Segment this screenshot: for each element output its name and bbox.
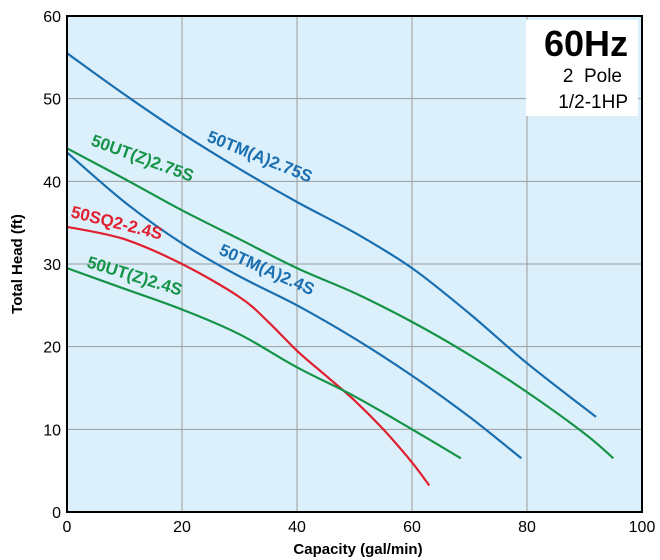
info-box: 60Hz 2 Pole 1/2-1HP — [526, 20, 638, 116]
y-tick-labels: 0 10 20 30 40 50 60 — [43, 9, 61, 522]
curve-line — [66, 267, 462, 460]
y-tick-label: 50 — [43, 92, 61, 109]
curve-line — [66, 151, 522, 460]
info-box-background — [526, 20, 638, 116]
info-frequency: 60Hz — [544, 23, 628, 64]
curve-line — [66, 52, 597, 418]
x-tick-label: 80 — [518, 519, 536, 536]
y-tick-label: 60 — [43, 9, 61, 26]
y-tick-label: 0 — [52, 505, 61, 522]
curve-line — [66, 225, 431, 487]
x-tick-labels: 0 20 40 60 80 100 — [63, 519, 656, 536]
info-power: 1/2-1HP — [558, 92, 628, 113]
x-tick-label: 40 — [288, 519, 306, 536]
y-axis-title: Total Head (ft) — [9, 214, 26, 314]
x-tick-label: 100 — [629, 519, 656, 536]
curves — [66, 52, 615, 487]
x-tick-label: 20 — [173, 519, 191, 536]
y-tick-label: 30 — [43, 257, 61, 274]
plot-border — [66, 15, 643, 513]
x-tick-label: 0 — [63, 519, 72, 536]
x-tick-label: 60 — [403, 519, 421, 536]
y-tick-label: 20 — [43, 340, 61, 357]
curve-line — [66, 147, 615, 460]
info-poles: 2 Pole — [563, 66, 622, 87]
y-tick-label: 40 — [43, 174, 61, 191]
y-tick-label: 10 — [43, 422, 61, 439]
x-axis-title: Capacity (gal/min) — [293, 541, 422, 558]
